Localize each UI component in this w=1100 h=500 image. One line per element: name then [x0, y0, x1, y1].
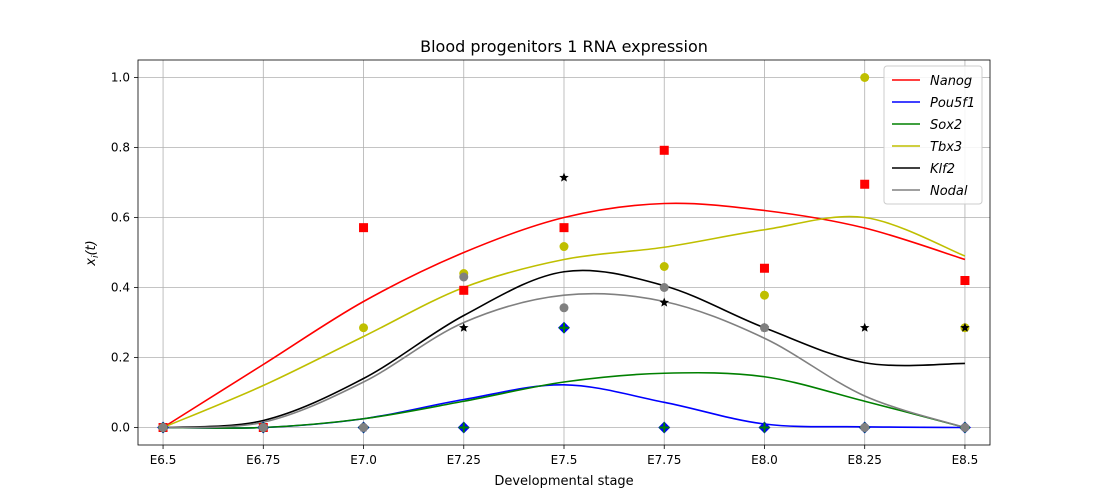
- series-line-tbx3: [162, 215, 966, 429]
- data-point-nodal: [258, 423, 268, 432]
- y-tick-label: 0.6: [111, 211, 130, 225]
- data-point-nanog: [659, 145, 669, 155]
- data-point-sox2: [759, 422, 770, 433]
- legend-label-nanog: Nanog: [930, 74, 972, 89]
- x-tick-label: E7.25: [447, 453, 481, 467]
- data-point-klf2: [659, 297, 669, 307]
- data-point-klf2: [459, 322, 469, 332]
- data-point-tbx3: [860, 73, 870, 82]
- data-point-nanog: [359, 223, 369, 233]
- x-tick-label: E7.0: [350, 453, 377, 467]
- data-point-nanog: [860, 179, 870, 189]
- y-axis-label: xi(t): [84, 240, 101, 266]
- y-tick-label: 0.2: [111, 351, 130, 365]
- series-line-nodal: [163, 292, 966, 429]
- data-point-nanog: [759, 263, 769, 273]
- series-line-nanog: [162, 202, 966, 429]
- data-point-sox2: [559, 322, 569, 333]
- data-point-tbx3: [559, 242, 569, 252]
- data-point-klf2: [859, 322, 870, 332]
- data-point-nodal: [359, 423, 369, 432]
- x-tick-label: E7.75: [647, 453, 681, 467]
- legend-box: [883, 65, 983, 205]
- data-point-sox2: [458, 422, 469, 433]
- x-tick-label: E8.0: [751, 453, 778, 467]
- legend-label-nodal: Nodal: [930, 184, 968, 199]
- legend-label-tbx3: Tbx3: [930, 140, 962, 155]
- legend-label-sox2: Sox2: [930, 118, 962, 133]
- x-tick-label: E8.5: [952, 453, 979, 467]
- data-point-nodal: [960, 423, 970, 432]
- data-point-klf2: [960, 322, 970, 332]
- legend-label-pou5f1: Pou5f1: [930, 96, 975, 111]
- data-point-klf2: [559, 172, 569, 182]
- data-point-nodal: [559, 303, 569, 313]
- data-point-nanog: [559, 223, 569, 233]
- data-point-nodal: [459, 272, 469, 282]
- x-tick-label: E7.5: [551, 453, 578, 467]
- y-tick-label: 0.4: [111, 281, 130, 295]
- series-line-klf2: [163, 269, 965, 429]
- x-axis-label: Developmental stage: [494, 474, 633, 489]
- data-point-nodal: [659, 283, 669, 292]
- x-tick-label: E6.75: [246, 453, 280, 467]
- legend-label-klf2: Klf2: [930, 162, 955, 177]
- x-tick-label: E8.25: [848, 453, 882, 467]
- data-point-sox2: [659, 422, 670, 433]
- data-point-nodal: [158, 423, 168, 432]
- data-point-nanog: [459, 285, 469, 295]
- chart-title: Blood progenitors 1 RNA expression: [420, 37, 708, 56]
- series-line-sox2: [163, 371, 966, 429]
- data-point-tbx3: [359, 323, 369, 333]
- x-tick-label: E6.5: [150, 453, 177, 467]
- y-tick-label: 0.0: [111, 421, 130, 435]
- data-point-nodal: [759, 323, 769, 333]
- y-tick-label: 1.0: [111, 71, 130, 85]
- data-point-nodal: [860, 423, 870, 432]
- y-tick-label: 0.8: [111, 141, 130, 155]
- legend: Nanog Pou5f1 Sox2 Tbx3 Klf2 Nodal: [883, 65, 983, 205]
- data-point-nanog: [960, 276, 970, 285]
- data-point-tbx3: [659, 262, 669, 271]
- axes-frame: [137, 59, 991, 446]
- data-point-tbx3: [759, 290, 769, 300]
